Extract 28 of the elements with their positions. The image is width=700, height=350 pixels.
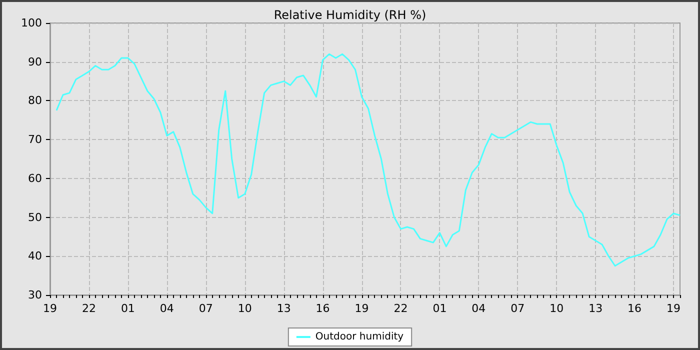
y-tick-label: 80	[28, 94, 42, 108]
y-tick-label: 100	[21, 16, 42, 30]
x-tick-label: 07	[198, 302, 213, 315]
y-tick-label: 50	[28, 210, 42, 224]
x-tick-label: 13	[276, 302, 291, 315]
y-tick-label: 90	[28, 55, 42, 68]
x-tick-label: 04	[160, 302, 174, 315]
x-tick-label: 07	[510, 302, 525, 315]
x-tick-label: 13	[588, 302, 603, 315]
x-tick-label: 19	[43, 302, 57, 315]
x-tick-label: 19	[354, 302, 369, 315]
chart-title: Relative Humidity (RH %)	[274, 8, 426, 22]
x-tick-label: 10	[238, 302, 252, 315]
line-series	[56, 53, 681, 267]
legend-label: Outdoor humidity	[315, 332, 404, 342]
y-tick-label: 70	[28, 133, 42, 146]
x-tick-label: 22	[82, 302, 96, 315]
x-tick-label: 10	[550, 302, 564, 315]
x-tick-label: 04	[472, 302, 486, 315]
x-tick-label: 22	[394, 302, 408, 315]
y-tick-label: 60	[28, 172, 42, 185]
y-tick-label: 40	[28, 250, 42, 263]
x-tick-label: 01	[120, 302, 135, 315]
x-tick-label: 16	[628, 302, 642, 315]
x-tick-label: 01	[432, 302, 447, 315]
x-tick-label: 19	[666, 302, 681, 315]
y-tick-label: 30	[28, 288, 42, 302]
x-tick-label: 16	[316, 302, 330, 315]
